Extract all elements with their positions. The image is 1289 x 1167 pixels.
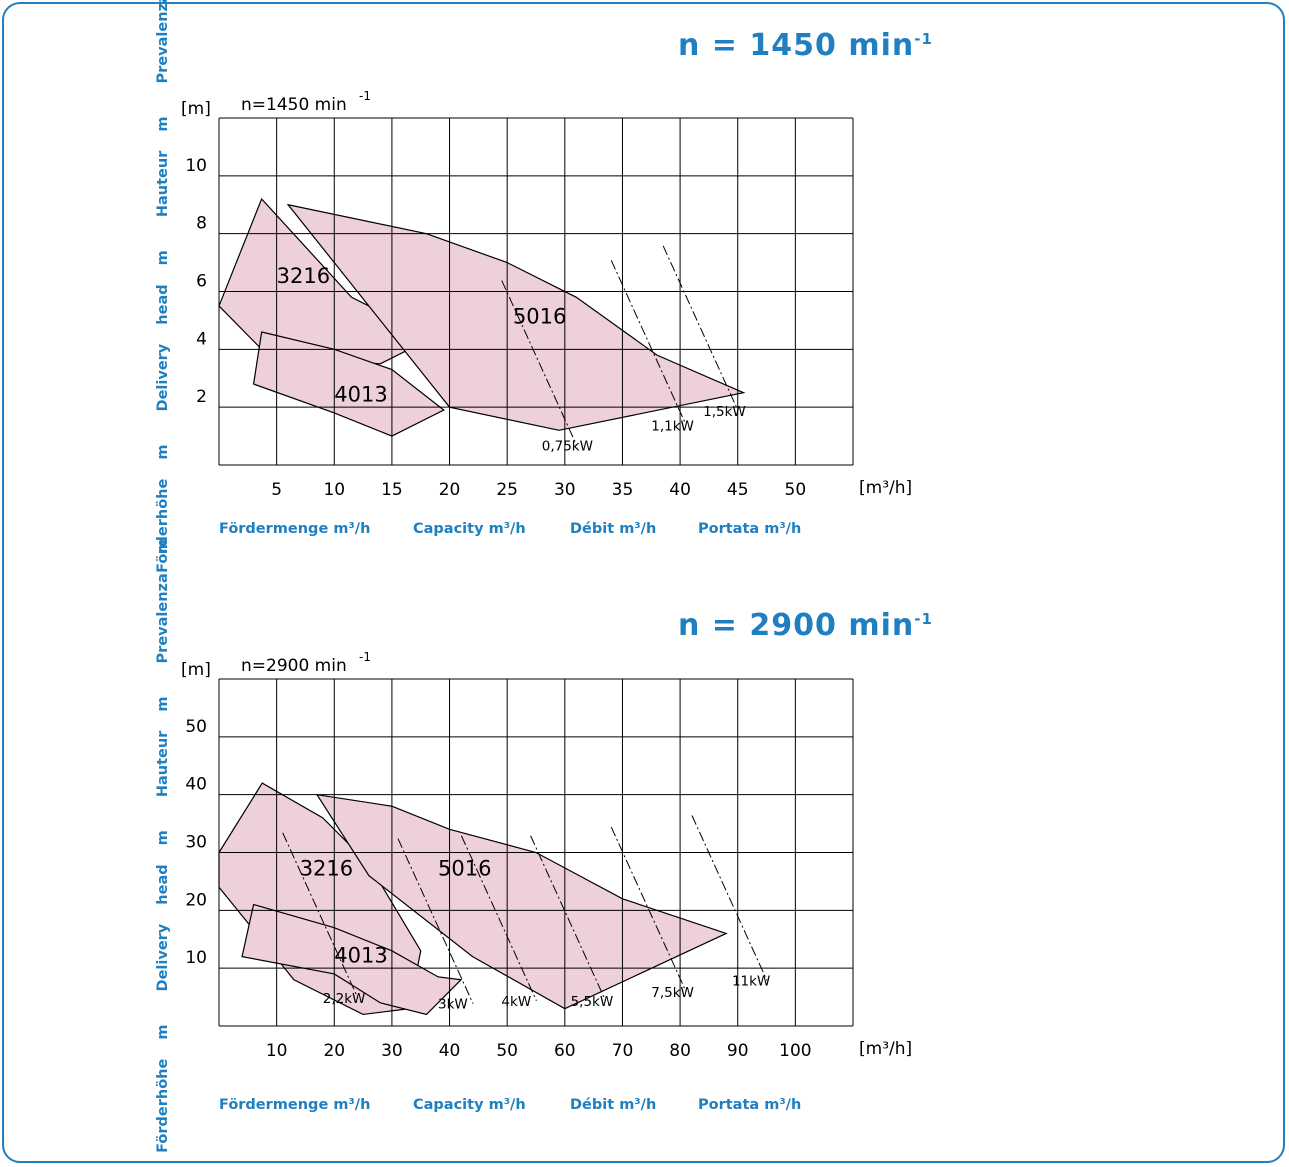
chart-title-sup: -1	[914, 30, 933, 48]
inner-title: n=1450 min	[241, 95, 347, 115]
y-tick-label: 4	[196, 329, 207, 349]
x-tick-label: 50	[496, 1041, 518, 1061]
chart-title-text: n = 1450 min	[678, 28, 915, 63]
power-label: 2,2kW	[323, 991, 366, 1007]
inner-title-sup: -1	[359, 89, 371, 103]
x-tick-label: 45	[727, 480, 749, 500]
power-line	[501, 280, 578, 446]
y-unit-label: [m]	[181, 99, 211, 119]
power-label: 0,75kW	[542, 439, 593, 455]
x-tick-label: 70	[612, 1041, 634, 1061]
power-label: 1,5kW	[703, 404, 746, 420]
power-line	[397, 838, 474, 1004]
series-label-5016: 5016	[513, 304, 566, 328]
y-tick-label: 6	[196, 272, 207, 292]
x-tick-label: 40	[439, 1041, 461, 1061]
x-tick-label: 40	[669, 480, 691, 500]
curve-area-5016	[286, 203, 746, 431]
inner-title: n=2900 min	[241, 656, 347, 676]
series-label-3216: 3216	[277, 264, 330, 288]
chart-title-sup: -1	[914, 610, 933, 628]
x-tick-label: 20	[439, 480, 461, 500]
x-label-en: Capacity m³/h	[413, 521, 526, 537]
x-label-de: Fördermenge m³/h	[219, 1097, 371, 1113]
y-tick-label: 40	[185, 775, 207, 795]
y-tick-label: 10	[185, 948, 207, 968]
x-tick-label: 50	[785, 480, 807, 500]
chart-2900: 10 20 30 40 50 60 70 80 90 100 10 20 30 40 50 [m] [m³/h]…	[181, 650, 912, 1061]
series-label-4013: 4013	[334, 943, 387, 967]
curve-area-4013	[252, 331, 445, 437]
power-line	[691, 815, 768, 981]
x-unit-label: [m³/h]	[859, 478, 912, 498]
series-label-5016: 5016	[438, 857, 491, 881]
y-tick-label: 30	[185, 833, 207, 853]
x-tick-label: 20	[323, 1041, 345, 1061]
x-tick-label: 30	[381, 1041, 403, 1061]
power-line	[282, 832, 359, 999]
curve-area-4013	[241, 903, 463, 1016]
x-tick-label: 15	[381, 480, 403, 500]
x-label-fr: Débit m³/h	[570, 521, 657, 537]
y-tick-label: 10	[185, 156, 207, 176]
x-tick-label: 10	[323, 480, 345, 500]
series-label-3216: 3216	[300, 857, 353, 881]
inner-title-sup: -1	[359, 650, 371, 664]
x-tick-label: 10	[266, 1041, 288, 1061]
x-tick-label: 100	[779, 1041, 811, 1061]
chart-title-2900: n = 2900 min-1	[678, 608, 933, 643]
x-tick-label: 60	[554, 1041, 576, 1061]
curve-area-5016	[315, 793, 728, 1010]
y-tick-label: 50	[185, 717, 207, 737]
y-tick-label: 8	[196, 214, 207, 234]
x-label-it: Portata m³/h	[698, 1097, 802, 1113]
x-tick-label: 30	[554, 480, 576, 500]
power-label: 11kW	[732, 974, 770, 990]
y-tick-label: 20	[185, 890, 207, 910]
chart-title-text: n = 2900 min	[678, 608, 915, 643]
x-tick-label: 35	[612, 480, 634, 500]
power-label: 3kW	[438, 997, 468, 1013]
x-tick-label: 25	[496, 480, 518, 500]
power-label: 4kW	[501, 994, 531, 1010]
x-label-it: Portata m³/h	[698, 521, 802, 537]
chart-title-1450: n = 1450 min-1	[678, 28, 933, 63]
power-line	[610, 826, 687, 993]
power-line	[530, 835, 607, 1001]
power-line	[460, 835, 537, 1001]
series-label-4013: 4013	[334, 382, 387, 406]
x-unit-label: [m³/h]	[859, 1039, 912, 1059]
x-tick-label: 80	[669, 1041, 691, 1061]
power-line	[610, 260, 687, 426]
x-tick-label: 90	[727, 1041, 749, 1061]
y-tick-label: 2	[196, 387, 207, 407]
power-label: 5,5kW	[571, 994, 614, 1010]
x-label-de: Fördermenge m³/h	[219, 521, 371, 537]
power-label: 7,5kW	[651, 985, 694, 1001]
x-label-fr: Débit m³/h	[570, 1097, 657, 1113]
power-label: 1,1kW	[651, 418, 694, 434]
power-line	[662, 245, 739, 412]
x-tick-label: 5	[271, 480, 282, 500]
x-label-en: Capacity m³/h	[413, 1097, 526, 1113]
chart-1450: 5 10 15 20 25 30 35 40 45 50 2 4 6 8 10 [m] [m³/h] n=1450…	[181, 89, 912, 500]
y-unit-label: [m]	[181, 660, 211, 680]
